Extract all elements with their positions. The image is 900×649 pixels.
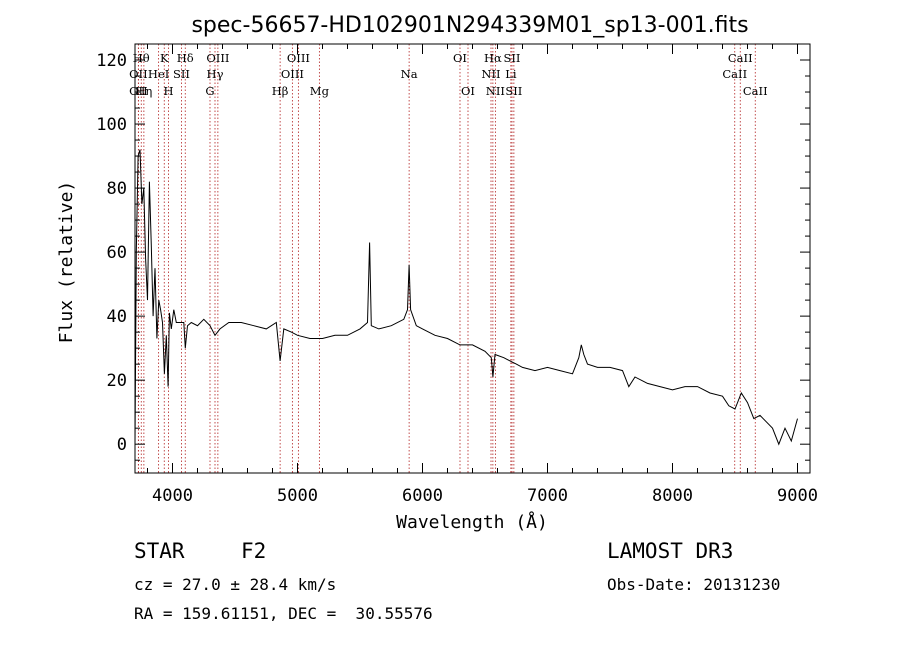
line-label-1: OII <box>129 84 148 98</box>
line-label-10: Hγ <box>207 67 224 81</box>
y-tick-label-4: 80 <box>107 179 127 199</box>
object-subclass: F2 <box>241 539 267 563</box>
ra-dec: RA = 159.61151, DEC = 30.55576 <box>134 604 433 623</box>
line-labels: OIIOIIHθHηHeIKHSIIHδGHγOIIIHβOIIIOIIIMgN… <box>129 51 768 98</box>
spectrum-line <box>134 149 798 446</box>
survey-name: LAMOST DR3 <box>607 539 734 563</box>
y-tick-label-0: 0 <box>117 435 127 455</box>
x-axis-label: Wavelength (Å) <box>396 511 548 533</box>
line-label-14: OIII <box>287 51 310 65</box>
line-label-4: HeI <box>148 67 169 81</box>
line-label-5: K <box>160 51 169 65</box>
object-class: STAR <box>134 539 185 563</box>
line-label-24: SII <box>505 84 522 98</box>
line-label-23: SII <box>504 51 521 65</box>
line-label-27: CaII <box>743 84 768 98</box>
x-tick-label-0: 4000 <box>152 486 193 506</box>
line-label-21: NII <box>486 84 505 98</box>
line-label-25: CaII <box>722 67 747 81</box>
chart-title: spec-56657-HD102901N294339M01_sp13-001.f… <box>191 13 748 38</box>
line-label-3: Hη <box>135 84 152 98</box>
line-label-9: G <box>205 84 214 98</box>
y-axis: 0 20 40 60 80 100 120 <box>96 43 810 461</box>
plot-frame <box>134 43 811 474</box>
line-label-17: OI <box>453 51 467 65</box>
line-label-8: Hδ <box>177 51 194 65</box>
x-tick-label-5: 9000 <box>777 486 818 506</box>
x-tick-label-2: 6000 <box>402 486 443 506</box>
y-tick-label-2: 40 <box>107 307 127 327</box>
y-tick-label-5: 100 <box>96 115 127 135</box>
y-tick-label-1: 20 <box>107 371 127 391</box>
x-tick-label-3: 7000 <box>527 486 568 506</box>
obs-date: Obs-Date: 20131230 <box>607 575 781 594</box>
y-axis-label: Flux (relative) <box>56 181 77 344</box>
y-tick-label-6: 120 <box>96 51 127 71</box>
line-label-16: Na <box>401 67 418 81</box>
line-label-20: Hα <box>484 51 502 65</box>
y-tick-label-3: 60 <box>107 243 127 263</box>
redshift-cz: cz = 27.0 ± 28.4 km/s <box>134 575 337 594</box>
x-tick-label-1: 5000 <box>277 486 318 506</box>
line-label-12: Hβ <box>272 84 289 98</box>
line-label-18: OI <box>461 84 475 98</box>
line-markers <box>137 44 756 473</box>
line-label-19: NII <box>481 67 500 81</box>
line-label-15: Mg <box>310 84 330 98</box>
line-label-26: CaII <box>728 51 753 65</box>
x-tick-label-4: 8000 <box>652 486 693 506</box>
line-label-11: OIII <box>206 51 229 65</box>
line-label-7: SII <box>173 67 190 81</box>
line-label-2: Hθ <box>133 51 150 65</box>
line-label-6: H <box>163 84 173 98</box>
line-label-0: OII <box>129 67 148 81</box>
x-axis: 4000 5000 6000 7000 8000 9000 <box>147 44 818 506</box>
line-label-13: OIII <box>281 67 304 81</box>
line-label-22: Li <box>505 67 517 81</box>
